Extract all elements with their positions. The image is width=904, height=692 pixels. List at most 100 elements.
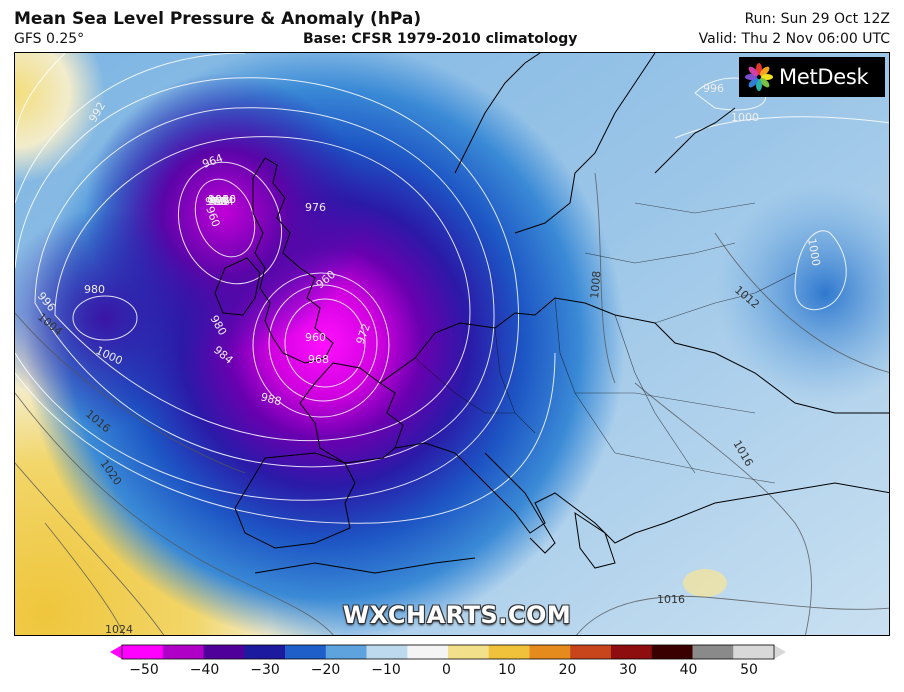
- isobar: [284, 298, 366, 388]
- isobar-label: 960: [305, 331, 326, 344]
- colorbar-tick-label: 30: [619, 662, 637, 678]
- isobar-label: 1000: [208, 193, 236, 206]
- run-time-label: Run: Sun 29 Oct 12Z: [744, 11, 890, 27]
- isobar-label: 964: [213, 195, 234, 208]
- colorbar-outline: [121, 644, 775, 660]
- colorbar-cell: [325, 645, 367, 659]
- colorbar-cell: [285, 645, 327, 659]
- isobar: [15, 312, 246, 474]
- border: [614, 314, 696, 474]
- isobar: [714, 232, 889, 373]
- isobar-label: 1016: [657, 593, 685, 606]
- coastline-mediterranean-north: [394, 442, 889, 544]
- colorbar-max-arrow: [774, 645, 786, 659]
- isobar-label: 976: [305, 201, 326, 214]
- coastline-great-britain: [252, 157, 334, 364]
- border: [614, 452, 776, 484]
- anomaly-low-west: [15, 53, 889, 635]
- colorbar-cell: [651, 645, 693, 659]
- colorbar-min-arrow: [110, 645, 122, 659]
- anomaly-high-mediterranean: [683, 569, 727, 597]
- isobar-label: 980: [84, 283, 105, 296]
- isobar: [634, 382, 813, 635]
- isobar: [594, 172, 616, 384]
- colorbar-cell: [407, 645, 449, 659]
- border: [575, 392, 756, 414]
- colorbar-cell: [122, 645, 164, 659]
- coastline-sweden: [514, 53, 656, 234]
- isobar-label: 988: [259, 390, 283, 408]
- isobar: [268, 284, 378, 402]
- metdesk-logo: MetDesk: [739, 57, 885, 97]
- isobar-label: 968: [207, 195, 228, 208]
- colorbar-cell: [448, 645, 490, 659]
- isobar: [15, 462, 165, 635]
- colorbar: [110, 644, 786, 660]
- map-panel: 964 960 964 956 1000 996 1016 968 972 97…: [14, 52, 890, 636]
- colorbar-cell: [203, 645, 245, 659]
- isobars: [15, 53, 889, 524]
- colorbar-tick-label: −30: [250, 662, 280, 678]
- coastline-italy: [484, 452, 556, 554]
- isobar: [674, 116, 889, 139]
- country-borders: [414, 202, 796, 484]
- colorbar-cell: [733, 645, 775, 659]
- pressure-anomaly-map: 964 960 964 956 1000 996 1016 968 972 97…: [15, 53, 889, 636]
- colorbar-svg: [110, 644, 786, 660]
- isobar: [72, 295, 138, 341]
- isobar-label: 996: [703, 82, 724, 95]
- isobar: [34, 107, 495, 468]
- isobar-label: 956: [209, 195, 230, 208]
- colorbar-cells: [122, 645, 775, 659]
- isobar: [15, 53, 66, 144]
- colorbar-tick-label: 20: [558, 662, 577, 678]
- colorbar-tick-label: −10: [371, 662, 401, 678]
- colorbar-cell: [162, 645, 204, 659]
- coastline-iberia: [234, 452, 356, 549]
- border: [634, 202, 756, 214]
- isobar-label: 996: [208, 193, 229, 206]
- isobar: [54, 136, 471, 442]
- colorbar-tick-label: 50: [740, 662, 758, 678]
- coastline-north-africa: [254, 557, 476, 574]
- colorbar-tick-label: −20: [310, 662, 341, 678]
- colorbar-cell: [611, 645, 653, 659]
- isobar-label: 1024: [105, 623, 133, 636]
- isobar-label: 1008: [588, 270, 603, 299]
- border: [414, 357, 536, 434]
- metdesk-flower-icon: [745, 63, 773, 91]
- isobar-label: 968: [308, 353, 329, 366]
- isobar: [15, 352, 556, 524]
- model-label: GFS 0.25°: [14, 31, 85, 47]
- coastline-france-north: [299, 362, 404, 464]
- colorbar-cell: [529, 645, 571, 659]
- isobar: [177, 161, 283, 285]
- colorbar-cell: [692, 645, 734, 659]
- colorbar-ticks: −50 −40 −30 −20 −10 0 10 20 30 40 50: [0, 660, 904, 684]
- isobar: [252, 272, 390, 418]
- isobar: [15, 53, 246, 204]
- coastline-finland: [654, 107, 736, 174]
- colorbar-cell: [366, 645, 408, 659]
- isobar: [576, 595, 889, 635]
- chart-title: Mean Sea Level Pressure & Anomaly (hPa): [14, 9, 422, 29]
- isobars-outer: [15, 172, 889, 635]
- isobar-label: 1016: [208, 193, 236, 206]
- coastline-norway: [454, 53, 541, 174]
- colorbar-tick-label: −40: [189, 662, 220, 678]
- metdesk-logo-text: MetDesk: [779, 65, 869, 89]
- isobar: [194, 178, 256, 258]
- valid-time-label: Valid: Thu 2 Nov 06:00 UTC: [698, 31, 890, 47]
- isobar-label: 1000: [805, 237, 823, 267]
- isobar-label: 1000: [731, 111, 759, 124]
- border: [494, 327, 516, 414]
- wxcharts-watermark: WXCHARTS.COM: [342, 601, 572, 629]
- coastline-continent: [379, 297, 889, 414]
- coastlines: [214, 53, 889, 574]
- isobar: [794, 230, 847, 311]
- isobar: [44, 522, 125, 635]
- coastline-ireland: [214, 257, 261, 316]
- climatology-base-label: Base: CFSR 1979-2010 climatology: [303, 31, 578, 47]
- colorbar-cell: [570, 645, 612, 659]
- isobar: [15, 392, 334, 635]
